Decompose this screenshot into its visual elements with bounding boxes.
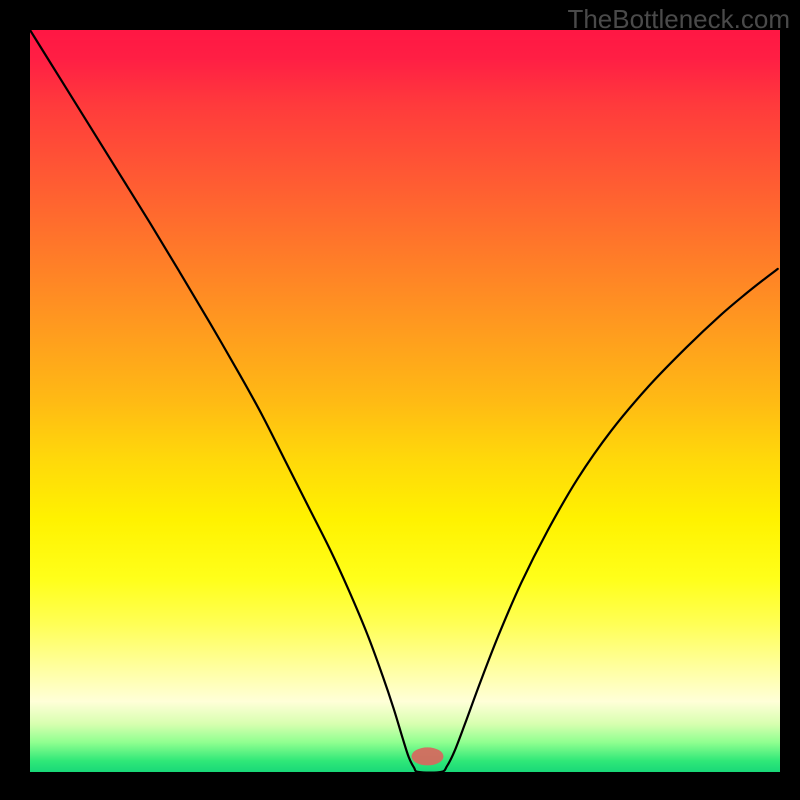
left-band — [0, 0, 30, 800]
optimal-marker — [412, 747, 444, 765]
plot-area — [30, 30, 780, 772]
right-band — [780, 0, 800, 800]
watermark-text: TheBottleneck.com — [567, 4, 790, 35]
bottleneck-chart — [0, 0, 800, 800]
chart-stage: TheBottleneck.com — [0, 0, 800, 800]
bottom-band — [0, 772, 800, 800]
